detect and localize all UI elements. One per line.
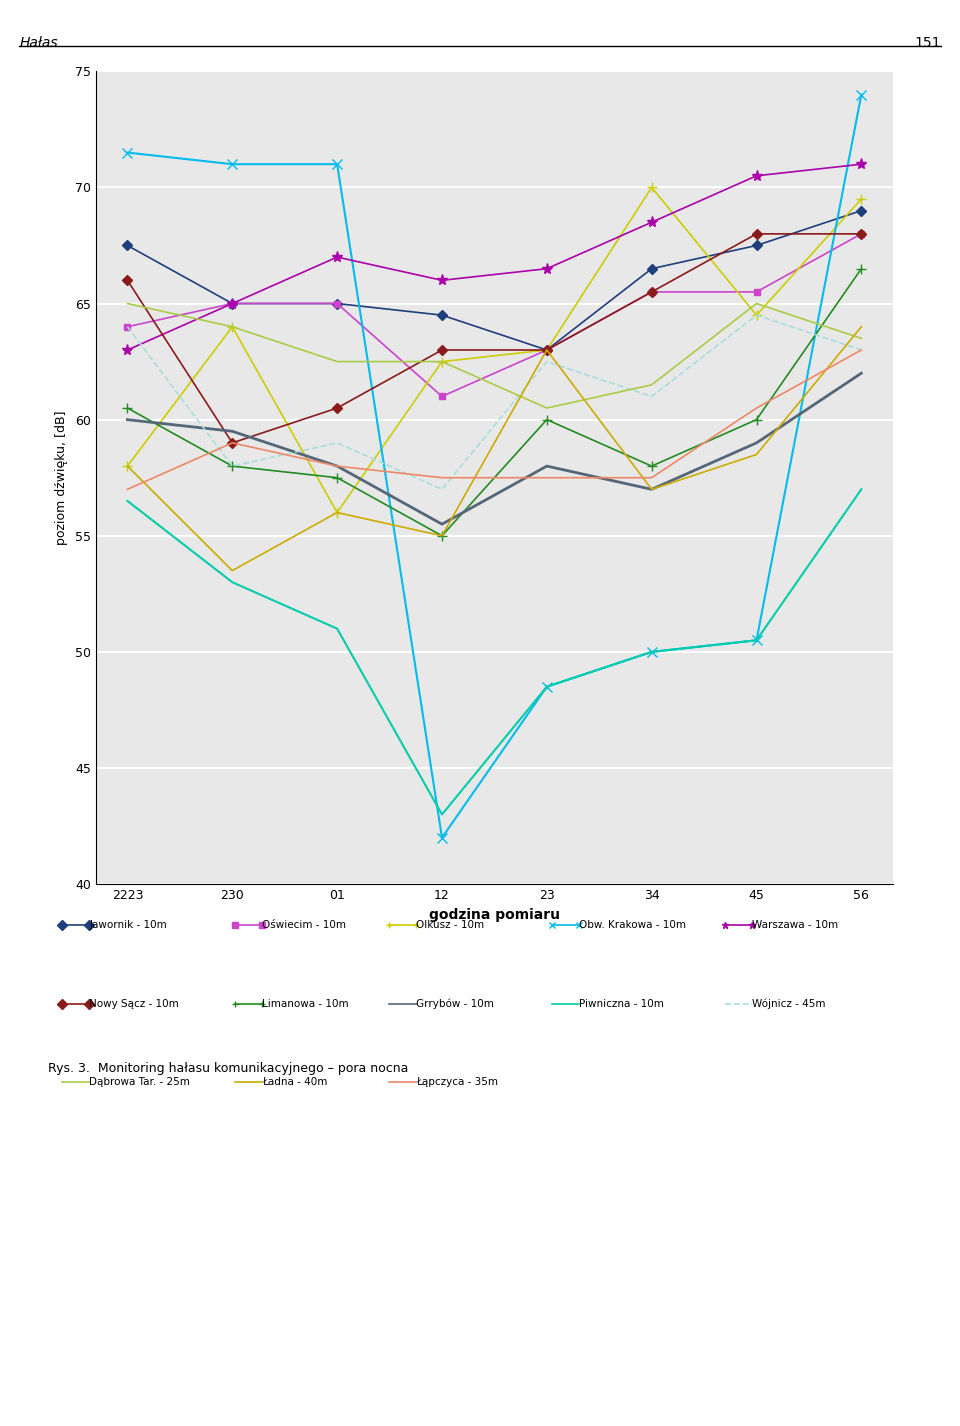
Text: Nowy Sącz - 10m: Nowy Sącz - 10m xyxy=(89,998,179,1010)
Text: Ładna - 40m: Ładna - 40m xyxy=(262,1077,327,1088)
Text: Limanowa - 10m: Limanowa - 10m xyxy=(262,998,348,1010)
Text: Wójnicz - 45m: Wójnicz - 45m xyxy=(752,998,826,1010)
Text: Oświecim - 10m: Oświecim - 10m xyxy=(262,920,347,931)
Text: Rys. 3.  Monitoring hałasu komunikacyjnego – pora nocna: Rys. 3. Monitoring hałasu komunikacyjneg… xyxy=(48,1062,408,1075)
Text: Grrybów - 10m: Grrybów - 10m xyxy=(416,998,493,1010)
Y-axis label: poziom dźwięku, [dB]: poziom dźwięku, [dB] xyxy=(55,411,68,545)
Text: Warszawa - 10m: Warszawa - 10m xyxy=(752,920,838,931)
Text: Olkusz - 10m: Olkusz - 10m xyxy=(416,920,484,931)
Text: Piwniczna - 10m: Piwniczna - 10m xyxy=(579,998,663,1010)
Text: Jawornik - 10m: Jawornik - 10m xyxy=(89,920,167,931)
Text: 151: 151 xyxy=(914,36,941,50)
Text: Obw. Krakowa - 10m: Obw. Krakowa - 10m xyxy=(579,920,685,931)
Text: Dąbrowa Tar. - 25m: Dąbrowa Tar. - 25m xyxy=(89,1077,190,1088)
Text: Hałas: Hałas xyxy=(19,36,58,50)
X-axis label: godzina pomiaru: godzina pomiaru xyxy=(429,907,560,921)
Text: Łąpczyca - 35m: Łąpczyca - 35m xyxy=(416,1077,497,1088)
